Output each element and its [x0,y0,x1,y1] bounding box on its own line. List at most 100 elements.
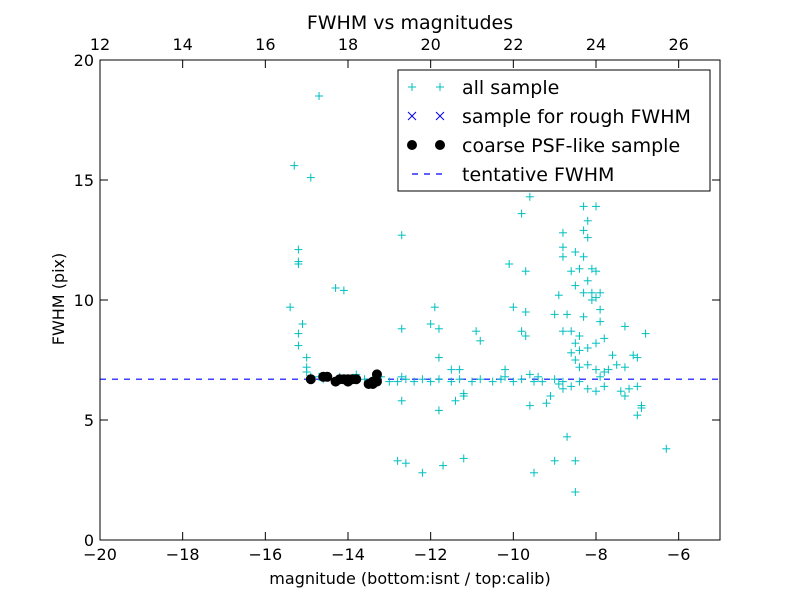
all-sample-point [620,392,629,400]
all-sample-point [633,382,642,391]
all-sample-point [641,329,650,338]
all-sample-point [579,252,588,261]
all-sample-point [505,260,514,268]
all-sample-point [459,454,468,463]
all-sample-point [596,372,605,381]
all-sample-point [488,377,497,386]
all-sample-point [620,363,629,372]
all-sample-point [509,303,518,312]
psf-like-point [322,371,333,382]
legend: all sample sample for rough FWHM coarse PS… [397,69,711,192]
legend-marker-psf-like [435,140,445,150]
all-sample-point [501,365,510,374]
all-sample-point [558,243,567,252]
all-sample-point [426,377,435,386]
all-sample-point [530,377,538,386]
y-tick-label: 0 [84,531,94,550]
x-tick-label: −18 [166,545,200,564]
all-sample-point [294,329,303,338]
all-sample-point [571,248,580,256]
all-sample-point [583,233,592,242]
all-sample-point [575,363,584,372]
all-sample-point [550,456,559,465]
all-sample-point [298,320,307,328]
all-sample-point [567,327,576,336]
all-sample-point [575,332,584,340]
x-tick-label: −16 [248,545,282,564]
all-sample-point [583,276,592,285]
all-sample-point [563,432,572,441]
all-sample-point [315,92,324,100]
all-sample-point [418,375,427,384]
all-sample-point [294,260,303,268]
legend-label-tentative-fwhm: tentative FWHM [462,164,614,186]
all-sample-point [521,267,530,276]
all-sample-point [583,216,592,225]
plot-area: −20 −18 −16 −14 −12 −10 −8 −6 12 14 16 18 20 22 24 26 0 5… [74,35,721,564]
all-sample-point [401,375,410,384]
all-sample-point [434,324,443,333]
x-tick-label: −12 [414,545,448,564]
all-sample-point [554,380,563,388]
all-sample-point [410,377,419,386]
all-sample-point [397,231,406,240]
all-sample-point [521,332,530,340]
all-sample-point [596,317,605,326]
legend-marker-all-sample [436,83,444,91]
all-sample-point [587,264,596,273]
all-sample-point [571,488,580,496]
top-x-tick-label: 12 [90,35,110,54]
all-sample-point [426,320,435,328]
legend-box [397,69,711,192]
all-sample-point [434,353,443,362]
x-tick-label: −8 [584,545,608,564]
all-sample-point [558,228,567,237]
all-sample-point [455,365,464,374]
all-sample-point [306,173,315,182]
all-sample-point [401,459,410,468]
all-sample-point [451,396,460,405]
all-sample-point [579,226,588,235]
legend-label-all-sample: all sample [462,77,559,99]
legend-marker-rough-fwhm [435,111,445,121]
y-tick-label: 10 [74,291,94,310]
all-sample-point [596,305,605,314]
all-sample-point [575,264,584,273]
all-sample-point [418,468,427,477]
all-sample-point [583,384,592,393]
all-sample-point [468,377,476,386]
legend-label-psf-like: coarse PSF-like sample [462,135,680,157]
x-tick-label: −6 [667,545,691,564]
psf-like-point [371,376,382,387]
all-sample-point [290,161,299,170]
all-sample-point [294,341,303,350]
all-sample-point [608,351,617,360]
all-sample-point [567,382,576,391]
all-sample-point [592,365,600,374]
all-sample-point [550,310,559,319]
all-sample-point [583,344,592,352]
all-sample-point [571,356,580,364]
all-sample-point [579,202,588,211]
all-sample-point [571,456,580,465]
all-sample-point [294,245,303,254]
all-sample-point [558,327,567,336]
all-sample-point [397,372,406,381]
all-sample-point [587,288,596,297]
all-sample-point [620,322,629,331]
all-sample-point [629,351,638,360]
all-sample-point [550,375,559,384]
all-sample-point [542,399,551,408]
top-x-tick-label: 20 [420,35,440,54]
all-sample-point [430,303,439,312]
all-sample-point [397,324,406,333]
all-sample-point [397,396,406,405]
all-sample-point [592,387,600,396]
all-sample-point [633,353,642,362]
all-sample-point [637,404,646,412]
chart-title: FWHM vs magnitudes [307,12,513,34]
all-sample-point [592,267,600,276]
all-sample-point [501,372,510,381]
all-sample-point [459,392,468,400]
